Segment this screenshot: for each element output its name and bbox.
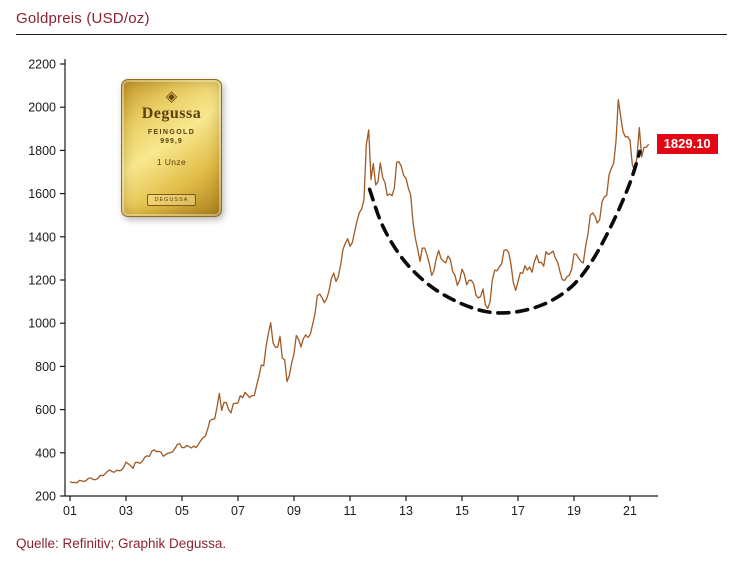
last-value-badge: 1829.10 — [656, 134, 718, 155]
chart-area: 200 400 600 800 1000 1200 1400 1600 1800 2000 2200… — [0, 35, 741, 527]
y-tick-label: 1000 — [28, 317, 56, 331]
x-tick-label: 01 — [63, 504, 77, 518]
y-tick-label: 400 — [35, 446, 56, 460]
chart-header: Goldpreis (USD/oz) — [0, 0, 741, 35]
degussa-diamond-logo-icon: ◈ — [165, 88, 178, 105]
x-tick-label: 15 — [455, 504, 469, 518]
gold-price-line — [69, 98, 650, 484]
y-tick-label: 600 — [35, 403, 56, 417]
y-tick-label: 200 — [35, 490, 56, 504]
rounded-bottom-annotation — [367, 149, 642, 315]
x-tick-label: 09 — [287, 504, 301, 518]
gold-price-chart: 200 400 600 800 1000 1200 1400 1600 1800 2000 2200… — [28, 58, 658, 518]
x-tick-label: 21 — [623, 504, 637, 518]
gold-bar-feingold-text: FEINGOLD — [147, 129, 196, 136]
degussa-gold-bar-image: ◈ Degussa FEINGOLD 999,9 1 Unze DEGUSSA — [121, 79, 222, 217]
axes: 200 400 600 800 1000 1200 1400 1600 1800 2000 2200… — [28, 58, 658, 518]
y-tick-label: 800 — [35, 360, 56, 374]
y-tick-label: 1200 — [28, 274, 56, 288]
y-tick-label: 1800 — [28, 144, 56, 158]
x-tick-label: 07 — [231, 504, 245, 518]
x-tick-label: 17 — [511, 504, 525, 518]
gold-bar-fineness-text: 999,9 — [160, 138, 183, 145]
gold-bar-stamp: DEGUSSA — [146, 194, 197, 206]
x-tick-label: 19 — [567, 504, 581, 518]
title-divider — [16, 34, 727, 35]
chart-title: Goldpreis (USD/oz) — [16, 10, 150, 27]
source-note: Quelle: Refinitiv; Graphik Degussa. — [16, 536, 227, 551]
y-tick-label: 1600 — [28, 187, 56, 201]
gold-bar-weight-text: 1 Unze — [156, 157, 187, 167]
gold-bar-brand: Degussa — [141, 105, 202, 122]
x-tick-label: 13 — [399, 504, 413, 518]
x-tick-label: 11 — [344, 504, 357, 518]
x-tick-label: 05 — [175, 504, 189, 518]
x-tick-label: 03 — [119, 504, 133, 518]
y-tick-label: 2000 — [28, 101, 56, 115]
y-tick-label: 1400 — [28, 230, 56, 244]
y-tick-label: 2200 — [28, 58, 56, 72]
